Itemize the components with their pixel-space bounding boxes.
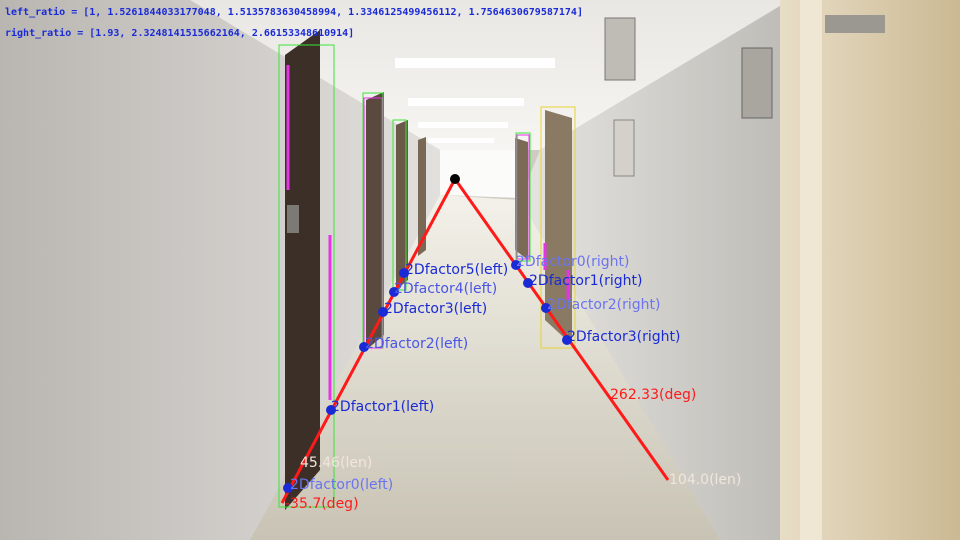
right-length-label: 104.0(len) — [669, 472, 741, 488]
door-edge-segments — [286, 65, 570, 400]
factor-points — [283, 260, 572, 493]
left-door-box — [278, 44, 335, 508]
right-door-box — [540, 106, 576, 349]
right-factor-label: 2Dfactor2(right) — [547, 297, 660, 313]
left-trajectory-line — [280, 178, 457, 504]
left-door-handle — [287, 205, 299, 233]
left-door — [285, 30, 320, 510]
right-factor-point — [523, 278, 533, 288]
measurement-labels: 45.46(len) -35.7(deg) 262.33(deg) 104.0(… — [285, 387, 741, 512]
left-factor-point — [283, 483, 293, 493]
end-window — [440, 150, 520, 198]
right-angle-label: 262.33(deg) — [610, 387, 696, 403]
right-factor-label: 2Dfactor3(right) — [567, 329, 680, 345]
floor — [250, 195, 720, 540]
right-door — [545, 110, 572, 345]
left-door — [396, 120, 408, 290]
right-door-edge — [800, 0, 822, 540]
wall-sign — [604, 17, 636, 81]
left-factor-point — [378, 307, 388, 317]
ceiling-light — [395, 58, 555, 68]
right-door-box — [516, 134, 530, 260]
left-factor-label: 2Dfactor5(left) — [405, 262, 508, 278]
left-door-box — [363, 97, 383, 349]
ceiling — [190, 0, 790, 150]
vanishing-point — [450, 174, 460, 184]
right-ratio-text: right_ratio = [1.93, 2.3248141515662164,… — [5, 27, 354, 39]
right-factor-label: 2Dfactor0(right) — [516, 254, 629, 270]
left-factor-label: 2Dfactor1(left) — [331, 399, 434, 415]
left-ratio-text: left_ratio = [1, 1.5261844033177048, 1.5… — [5, 6, 583, 18]
left-angle-label: -35.7(deg) — [285, 496, 359, 512]
left-door-box — [392, 119, 407, 291]
right-trajectory-line — [453, 178, 670, 481]
ceiling-light — [428, 138, 494, 143]
left-length-label: 45.46(len) — [300, 455, 372, 471]
ceiling-light — [418, 122, 508, 128]
factor-labels: 2Dfactor0(left) 2Dfactor1(left) 2Dfactor… — [290, 254, 680, 493]
door-closer — [825, 15, 885, 33]
trajectory-lines — [280, 178, 670, 504]
right-wall — [520, 0, 800, 540]
left-factor-point — [326, 405, 336, 415]
left-door — [366, 92, 384, 350]
right-door — [515, 138, 528, 260]
left-factor-label: 2Dfactor4(left) — [394, 281, 497, 297]
wall-sign — [613, 119, 635, 177]
left-factor-label: 2Dfactor3(left) — [384, 301, 487, 317]
right-factor-label: 2Dfactor1(right) — [529, 273, 642, 289]
left-factor-point — [399, 268, 409, 278]
detection-boxes — [278, 44, 576, 508]
right-factor-point — [562, 335, 572, 345]
wall-sign — [741, 47, 773, 119]
left-factor-label: 2Dfactor2(left) — [365, 336, 468, 352]
right-factor-point — [511, 260, 521, 270]
left-wall — [0, 0, 440, 540]
right-factor-point — [541, 303, 551, 313]
ceiling-light — [408, 98, 524, 106]
left-factor-point — [359, 342, 369, 352]
right-door-box — [515, 132, 531, 262]
left-door — [418, 137, 426, 256]
left-factor-label: 2Dfactor0(left) — [290, 477, 393, 493]
left-factor-point — [389, 287, 399, 297]
